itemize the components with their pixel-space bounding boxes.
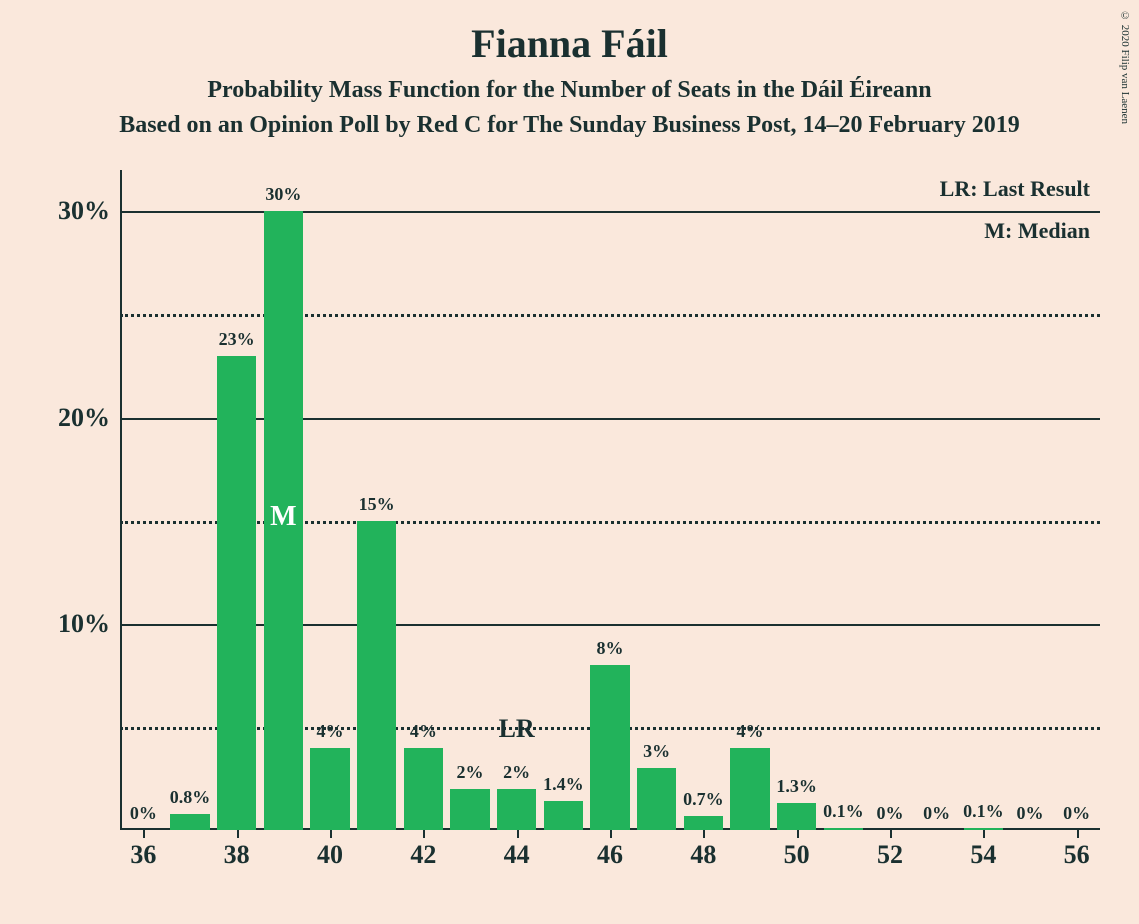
x-tick: [423, 830, 425, 838]
bar-value-label: 0%: [1017, 803, 1044, 824]
bar-value-label: 3%: [643, 741, 670, 762]
x-axis-label: 48: [690, 840, 716, 870]
x-tick: [703, 830, 705, 838]
x-tick: [797, 830, 799, 838]
y-axis-label: 20%: [30, 403, 110, 433]
bar-value-label: 4%: [410, 721, 437, 742]
legend-last-result: LR: Last Result: [940, 176, 1090, 202]
x-tick: [610, 830, 612, 838]
bar-value-label: 0.8%: [170, 787, 211, 808]
x-tick: [890, 830, 892, 838]
x-axis-label: 42: [410, 840, 436, 870]
bar: [404, 748, 444, 831]
bar-value-label: 0%: [1063, 803, 1090, 824]
bar-value-label: 4%: [317, 721, 344, 742]
bar-value-label: 15%: [359, 494, 395, 515]
bar-value-label: 0%: [877, 803, 904, 824]
chart-container: © 2020 Filip van Laenen Fianna Fáil Prob…: [0, 0, 1139, 924]
chart-title: Fianna Fáil: [0, 20, 1139, 67]
legend-median: M: Median: [984, 218, 1090, 244]
bar-value-label: 2%: [457, 762, 484, 783]
bar: [637, 768, 677, 830]
bar-value-label: 0.1%: [963, 801, 1004, 822]
median-marker: M: [270, 501, 296, 533]
bar: [310, 748, 350, 831]
titles-block: Fianna Fáil Probability Mass Function fo…: [0, 0, 1139, 139]
bar-value-label: 1.4%: [543, 774, 584, 795]
bar: [170, 814, 210, 831]
bar-value-label: 4%: [737, 721, 764, 742]
y-axis: [120, 170, 122, 830]
bar: [217, 356, 257, 830]
x-tick: [983, 830, 985, 838]
x-axis-label: 44: [504, 840, 530, 870]
x-axis-label: 52: [877, 840, 903, 870]
y-axis-label: 30%: [30, 196, 110, 226]
bar-value-label: 23%: [219, 329, 255, 350]
bar: [964, 828, 1004, 830]
bar: [824, 828, 864, 830]
x-axis-label: 38: [224, 840, 250, 870]
chart-subtitle-1: Probability Mass Function for the Number…: [0, 77, 1139, 104]
bar: [357, 521, 397, 830]
copyright-text: © 2020 Filip van Laenen: [1119, 10, 1131, 124]
bar: [450, 789, 490, 830]
x-axis-label: 56: [1064, 840, 1090, 870]
bar-value-label: 8%: [597, 638, 624, 659]
bar-value-label: 1.3%: [776, 776, 817, 797]
last-result-marker: LR: [499, 714, 535, 744]
x-axis-label: 50: [784, 840, 810, 870]
bar: [777, 803, 817, 830]
bar-value-label: 0.1%: [823, 801, 864, 822]
y-axis-label: 10%: [30, 609, 110, 639]
bar-value-label: 0.7%: [683, 789, 724, 810]
chart-subtitle-2: Based on an Opinion Poll by Red C for Th…: [0, 112, 1139, 139]
bar: [544, 801, 584, 830]
bar: [730, 748, 770, 831]
bar-value-label: 30%: [265, 184, 301, 205]
bar: [590, 665, 630, 830]
x-tick: [517, 830, 519, 838]
bar-value-label: 0%: [923, 803, 950, 824]
bar-value-label: 0%: [130, 803, 157, 824]
x-tick: [1077, 830, 1079, 838]
x-axis-label: 46: [597, 840, 623, 870]
x-axis-label: 36: [130, 840, 156, 870]
x-tick: [143, 830, 145, 838]
bar: [497, 789, 537, 830]
x-axis-label: 40: [317, 840, 343, 870]
x-axis-label: 54: [970, 840, 996, 870]
plot-area: LR: Last Result M: Median 10%20%30%36384…: [120, 170, 1100, 830]
x-tick: [330, 830, 332, 838]
x-tick: [237, 830, 239, 838]
bar-value-label: 2%: [503, 762, 530, 783]
bar: [684, 816, 724, 830]
